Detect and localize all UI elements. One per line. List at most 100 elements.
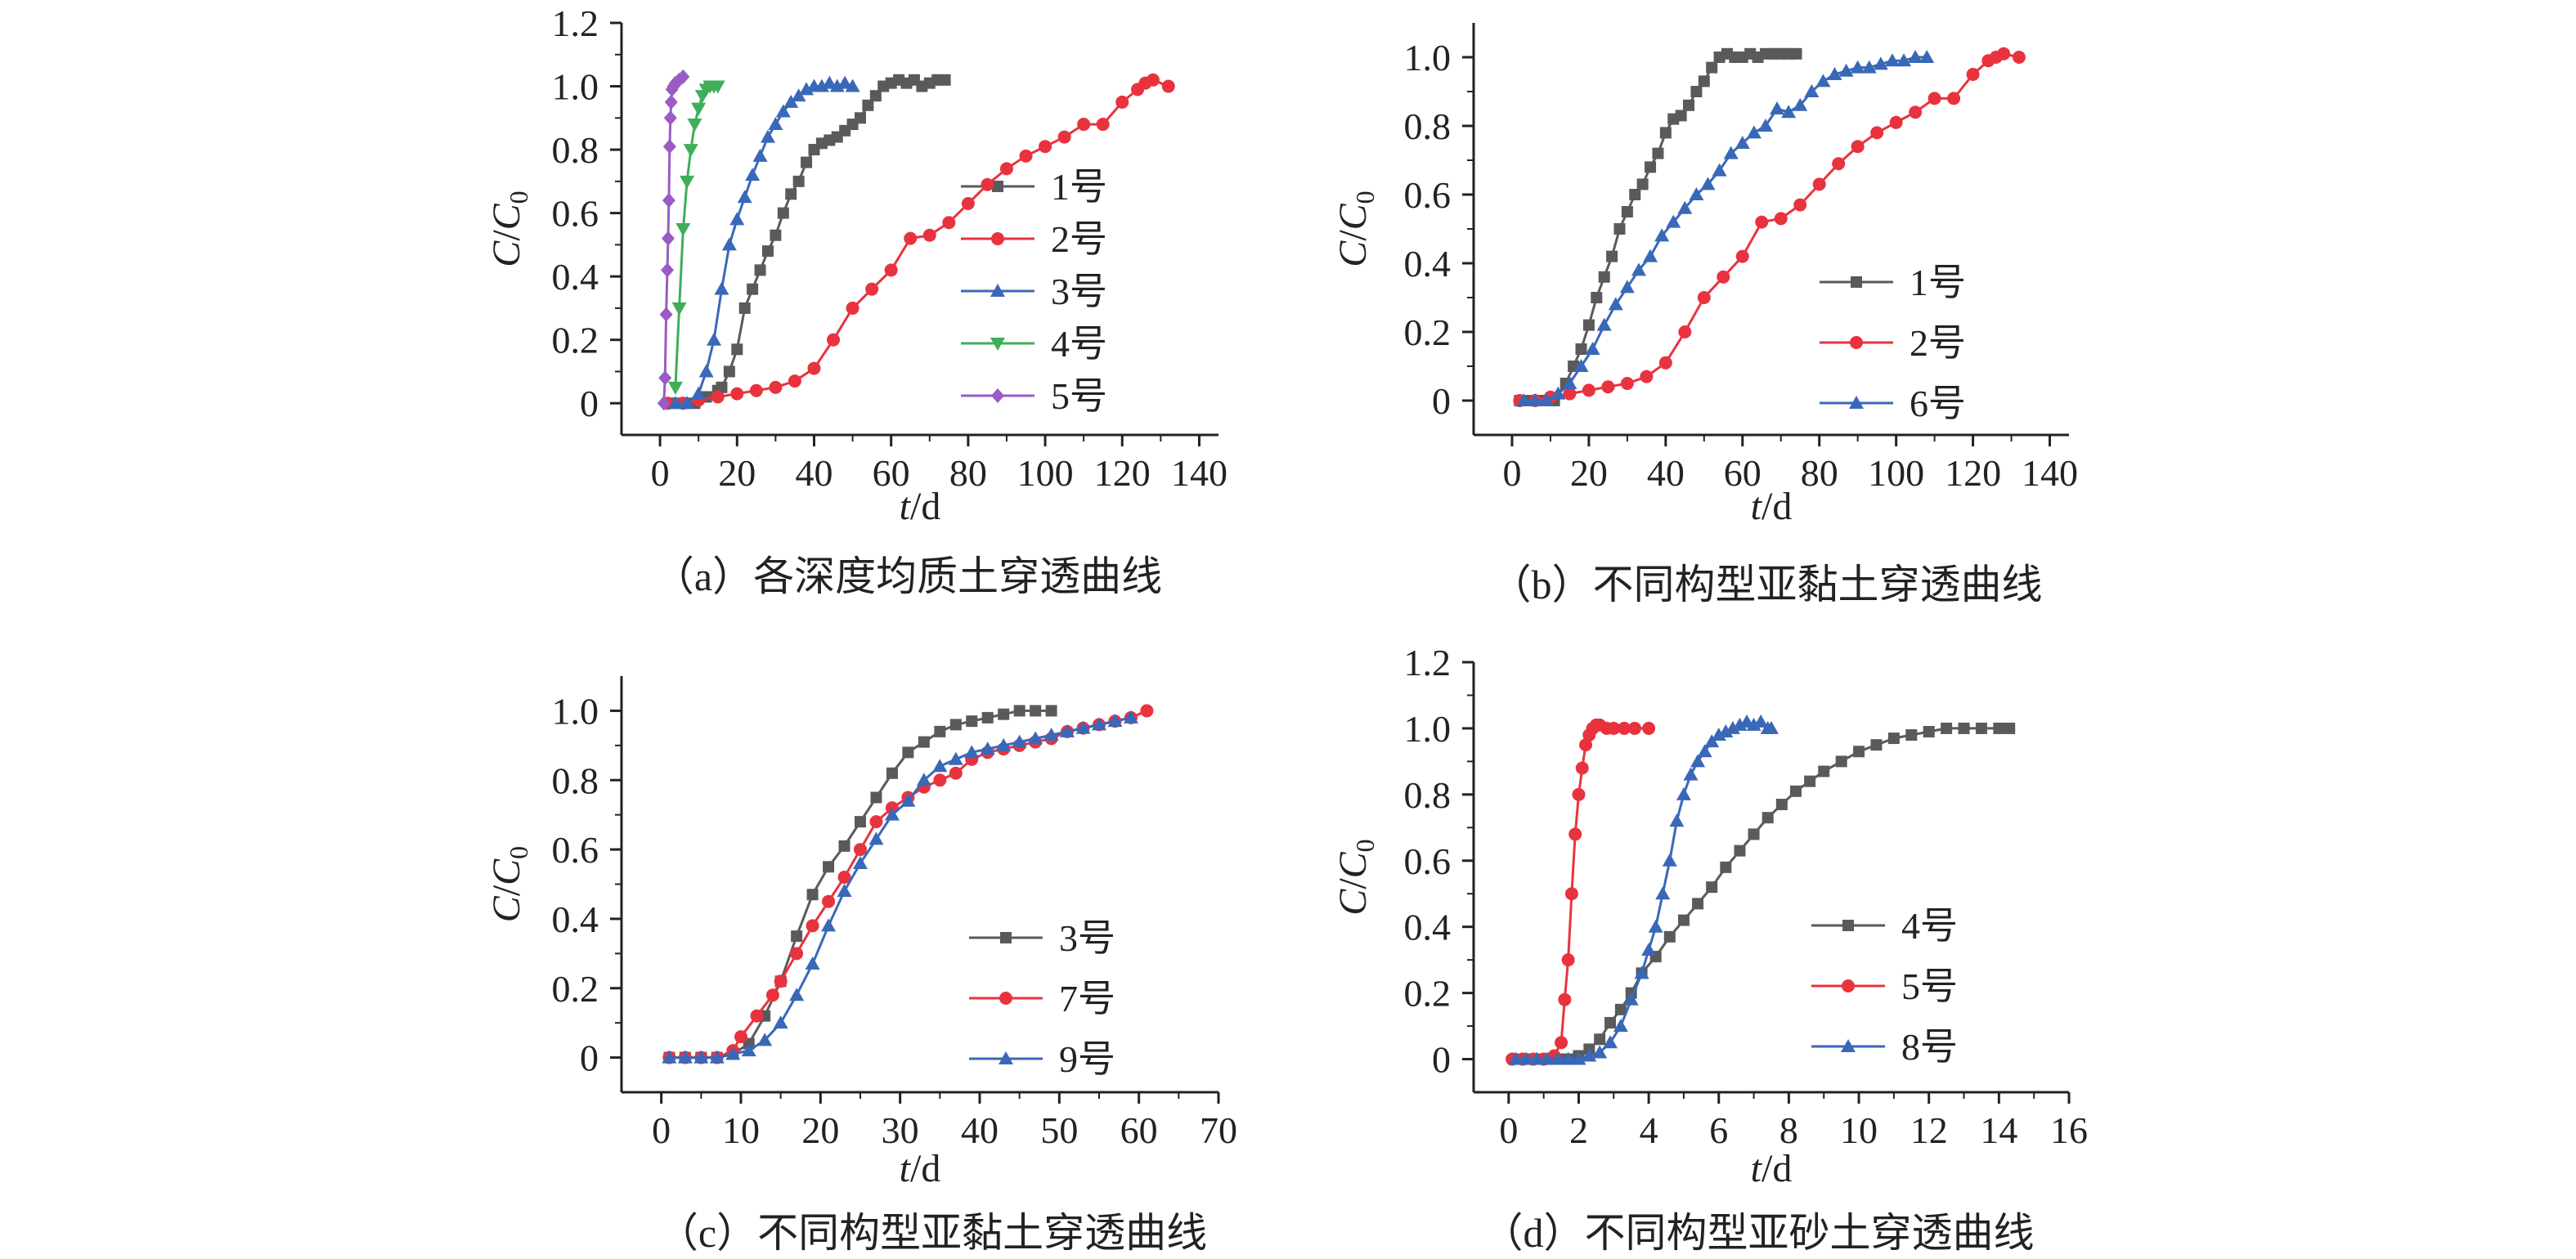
data-point bbox=[1613, 1019, 1628, 1033]
data-point bbox=[1591, 292, 1603, 303]
data-point bbox=[734, 1030, 747, 1044]
data-point bbox=[868, 831, 884, 845]
data-point bbox=[716, 381, 728, 393]
data-point bbox=[949, 766, 963, 780]
legend-entry: 3号 bbox=[969, 917, 1115, 959]
x-axis-label: t/d bbox=[900, 485, 941, 528]
data-point bbox=[980, 742, 995, 755]
data-point bbox=[1966, 68, 1980, 81]
data-point bbox=[788, 374, 801, 388]
data-point bbox=[1770, 101, 1785, 114]
data-point bbox=[667, 396, 683, 410]
data-point bbox=[1658, 356, 1672, 370]
data-point bbox=[900, 793, 916, 807]
data-point bbox=[1039, 140, 1052, 154]
x-tick-label: 20 bbox=[801, 1109, 839, 1151]
data-point bbox=[1909, 105, 1923, 119]
legend-label: 1号 bbox=[1051, 166, 1107, 208]
x-tick-label: 50 bbox=[1040, 1109, 1078, 1151]
data-point bbox=[1146, 73, 1160, 87]
data-point bbox=[1725, 720, 1740, 734]
data-point bbox=[1835, 755, 1847, 768]
series-line bbox=[1515, 720, 1771, 1060]
data-point bbox=[981, 711, 994, 724]
data-point bbox=[801, 156, 813, 168]
legend-marker bbox=[1841, 1039, 1856, 1052]
data-point bbox=[680, 396, 695, 410]
y-tick-label: 0.6 bbox=[552, 193, 599, 235]
y-tick-label: 1.2 bbox=[552, 2, 599, 44]
data-point bbox=[760, 129, 775, 143]
data-point bbox=[884, 807, 900, 821]
data-point bbox=[1734, 845, 1746, 857]
data-point bbox=[1560, 1051, 1576, 1065]
data-point bbox=[1623, 992, 1639, 1006]
y-tick-label: 0 bbox=[580, 1037, 599, 1079]
data-point bbox=[750, 1009, 764, 1023]
data-point bbox=[949, 719, 962, 731]
data-point bbox=[667, 381, 683, 395]
data-point bbox=[904, 231, 918, 245]
data-point bbox=[827, 333, 841, 347]
data-point bbox=[1781, 105, 1797, 119]
data-point bbox=[1596, 317, 1612, 331]
data-point bbox=[1683, 99, 1695, 111]
data-point bbox=[869, 90, 882, 102]
data-point bbox=[1975, 722, 1987, 734]
data-point bbox=[1697, 291, 1711, 304]
data-point bbox=[1775, 798, 1788, 810]
data-point bbox=[902, 746, 914, 759]
data-point bbox=[1614, 1003, 1627, 1015]
data-point bbox=[714, 281, 729, 295]
data-point bbox=[932, 759, 948, 773]
x-tick-label: 20 bbox=[1570, 452, 1608, 494]
data-point bbox=[661, 262, 675, 278]
data-point bbox=[1631, 262, 1646, 276]
data-point bbox=[1539, 393, 1555, 406]
data-point bbox=[865, 282, 879, 296]
data-point bbox=[775, 104, 791, 118]
data-point bbox=[1092, 717, 1106, 731]
panel-d-caption: （d）不同构型亚砂土穿透曲线 bbox=[1482, 1210, 2035, 1256]
data-point bbox=[1712, 163, 1727, 177]
data-point bbox=[1697, 744, 1712, 758]
data-point bbox=[1019, 149, 1033, 163]
data-point bbox=[691, 386, 707, 400]
x-axis-label: t/d bbox=[900, 1147, 941, 1190]
data-point bbox=[1947, 92, 1961, 105]
series-line bbox=[671, 78, 945, 405]
legend-label: 7号 bbox=[1059, 978, 1115, 1019]
data-point bbox=[1678, 325, 1692, 338]
data-point bbox=[1677, 914, 1690, 926]
legend-label: 8号 bbox=[1901, 1026, 1958, 1068]
data-point bbox=[1827, 67, 1842, 80]
data-point bbox=[1746, 717, 1761, 731]
data-point bbox=[707, 332, 722, 346]
x-tick-label: 70 bbox=[1200, 1109, 1237, 1151]
data-point bbox=[1676, 786, 1691, 800]
panel-c-chart: 0 10 20 30 40 50 60 70 0 0.2 0.4 0.6 0.8 1.0 t/d C/C0 3号… bbox=[485, 676, 1237, 1190]
legend-marker bbox=[1849, 396, 1864, 409]
data-point bbox=[680, 175, 695, 189]
y-tick-label: 1.2 bbox=[1404, 642, 1452, 683]
data-point bbox=[1555, 1036, 1568, 1050]
x-tick-label: 8 bbox=[1779, 1109, 1798, 1151]
data-point bbox=[723, 365, 735, 378]
data-point bbox=[1815, 74, 1831, 87]
x-tick-label: 10 bbox=[722, 1109, 760, 1151]
data-point bbox=[1757, 119, 1773, 132]
data-point bbox=[854, 843, 867, 857]
data-point bbox=[1592, 1045, 1608, 1059]
data-point bbox=[1634, 966, 1649, 979]
data-point bbox=[768, 117, 783, 131]
data-point bbox=[964, 745, 980, 759]
data-point bbox=[1598, 271, 1610, 283]
data-point bbox=[1652, 147, 1664, 159]
data-point bbox=[853, 856, 868, 870]
y-tick-label: 0 bbox=[1432, 380, 1451, 422]
data-point bbox=[1562, 376, 1577, 389]
data-point bbox=[691, 102, 707, 116]
x-tick-label: 12 bbox=[1910, 1109, 1948, 1151]
y-axis-label: C/C0 bbox=[1331, 839, 1380, 915]
data-point bbox=[837, 75, 853, 89]
